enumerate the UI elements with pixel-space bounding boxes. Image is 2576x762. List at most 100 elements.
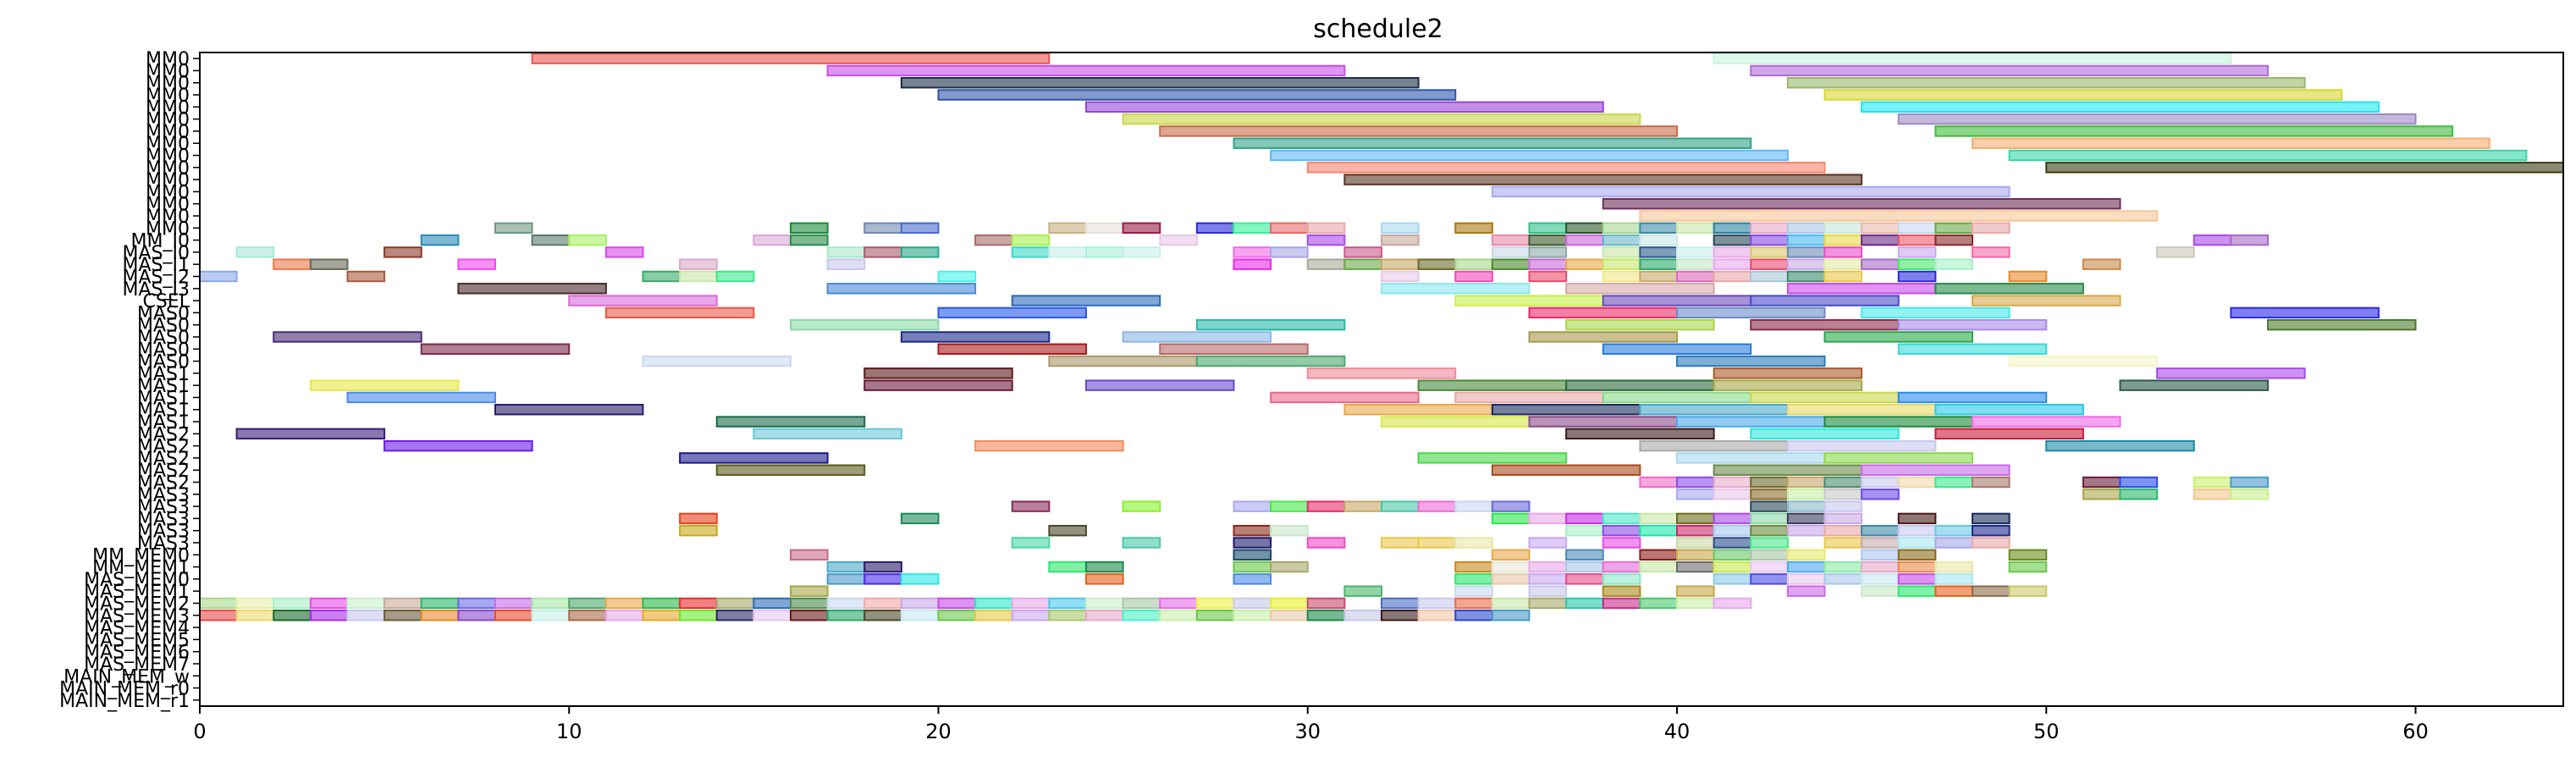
gantt-bar	[1786, 246, 1826, 258]
gantt-bar	[531, 597, 571, 610]
gantt-bar	[1897, 222, 1937, 235]
gantt-bar	[1786, 404, 1937, 416]
gantt-bar	[1381, 283, 1531, 295]
gantt-bar	[1897, 549, 1937, 561]
gantt-bar	[1528, 258, 1568, 270]
gantt-bar	[309, 258, 349, 270]
x-axis: 0 10 20 30 40 50 60	[193, 706, 2429, 743]
gantt-bar	[715, 464, 866, 476]
gantt-bar	[1602, 560, 1641, 573]
gantt-bar	[1602, 597, 1641, 610]
gantt-bar	[974, 610, 1013, 621]
gantt-bar	[1602, 343, 1752, 355]
gantt-bar	[1417, 537, 1457, 549]
gantt-bar	[2230, 306, 2380, 319]
gantt-bar	[1676, 549, 1715, 561]
gantt-bar	[1602, 246, 1641, 258]
gantt-bar	[1306, 597, 1346, 610]
gantt-bar	[1972, 246, 2011, 258]
gantt-bar	[1270, 597, 1309, 610]
gantt-bar	[1861, 258, 1900, 270]
y-tick-label: MM0	[146, 207, 190, 228]
gantt-bar	[1343, 174, 1863, 185]
gantt-bar	[1528, 246, 1568, 258]
gantt-bar	[1233, 549, 1272, 561]
gantt-bar	[900, 512, 940, 525]
y-tick-label: MM0	[146, 195, 190, 216]
gantt-bar	[1713, 537, 1752, 549]
y-tick-label: MM0	[146, 218, 190, 240]
gantt-bar	[1639, 234, 1678, 246]
gantt-bar	[1713, 512, 1752, 525]
gantt-bar	[1417, 258, 1457, 270]
y-tick-label: MM0	[146, 158, 190, 179]
x-tick-label: 50	[2033, 720, 2060, 743]
gantt-bar	[531, 610, 571, 621]
gantt-bar	[1565, 283, 1715, 295]
gantt-bar	[715, 270, 755, 283]
y-tick-label: MM0	[146, 97, 190, 119]
x-tick-label: 40	[1664, 720, 1691, 743]
gantt-bar	[1676, 597, 1715, 610]
gantt-bar	[383, 597, 422, 610]
gantt-bar	[863, 560, 902, 573]
gantt-bar	[1713, 246, 1752, 258]
gantt-bar	[2156, 367, 2306, 379]
gantt-bar	[1602, 512, 1641, 525]
gantt-bar	[1491, 464, 1641, 476]
gantt-bar	[1159, 125, 1678, 137]
gantt-bar	[1713, 258, 1752, 270]
gantt-bar	[1602, 524, 1641, 537]
gantt-bar	[863, 597, 902, 610]
gantt-bar	[1934, 524, 1973, 537]
gantt-bar	[1159, 343, 1309, 355]
gantt-bar	[1972, 512, 2011, 525]
gantt-bar	[1639, 404, 1789, 416]
y-tick-label: MAS2	[137, 473, 190, 494]
gantt-bar	[2008, 549, 2048, 561]
gantt-bar	[1011, 234, 1051, 246]
x-tick-label: 30	[1294, 720, 1321, 743]
gantt-bar	[826, 246, 866, 258]
gantt-bar	[1454, 295, 1604, 306]
gantt-bar	[1823, 258, 1863, 270]
gantt-bar	[2082, 476, 2121, 489]
gantt-bar	[1750, 500, 1789, 512]
gantt-bar	[1565, 573, 1604, 585]
gantt-bar	[642, 355, 792, 367]
gantt-bar	[1565, 318, 1715, 331]
y-tick-label: MAS_MEM2	[84, 594, 190, 615]
gantt-bar	[1786, 524, 1826, 537]
gantt-bar	[1897, 512, 1937, 525]
gantt-bar	[1676, 222, 1715, 235]
gantt-bar	[604, 610, 644, 621]
y-tick-label: MM_I0	[131, 231, 190, 252]
gantt-bar	[1528, 560, 1568, 573]
gantt-bar	[1565, 560, 1604, 573]
y-tick-label: MAS3	[137, 533, 190, 555]
gantt-bar	[679, 512, 718, 525]
gantt-bar	[604, 306, 755, 319]
y-tick-label: MM0	[146, 170, 190, 191]
gantt-bar	[1011, 597, 1051, 610]
gantt-bar	[1122, 331, 1272, 343]
x-tick-label: 60	[2402, 720, 2429, 743]
gantt-bar	[1011, 500, 1051, 512]
gantt-bar	[273, 258, 312, 270]
gantt-bar	[1786, 258, 1826, 270]
y-tick-label: MAIN_MEM_r1	[59, 691, 190, 712]
gantt-bar	[309, 597, 349, 610]
gantt-bar	[1897, 234, 1937, 246]
y-tick-label: MM0	[146, 122, 190, 143]
gantt-bar	[1602, 222, 1641, 235]
gantt-bar	[1270, 500, 1309, 512]
gantt-bar	[1713, 597, 1752, 610]
y-tick-label: MAS1	[137, 388, 190, 409]
y-tick-label: MAS_MEM0	[84, 570, 190, 591]
gantt-bar	[1602, 234, 1641, 246]
gantt-bar	[1897, 270, 1937, 283]
gantt-bar	[1491, 185, 2011, 198]
gantt-bar	[1085, 573, 1124, 585]
gantt-bar	[1270, 524, 1309, 537]
gantt-bar	[790, 222, 829, 235]
